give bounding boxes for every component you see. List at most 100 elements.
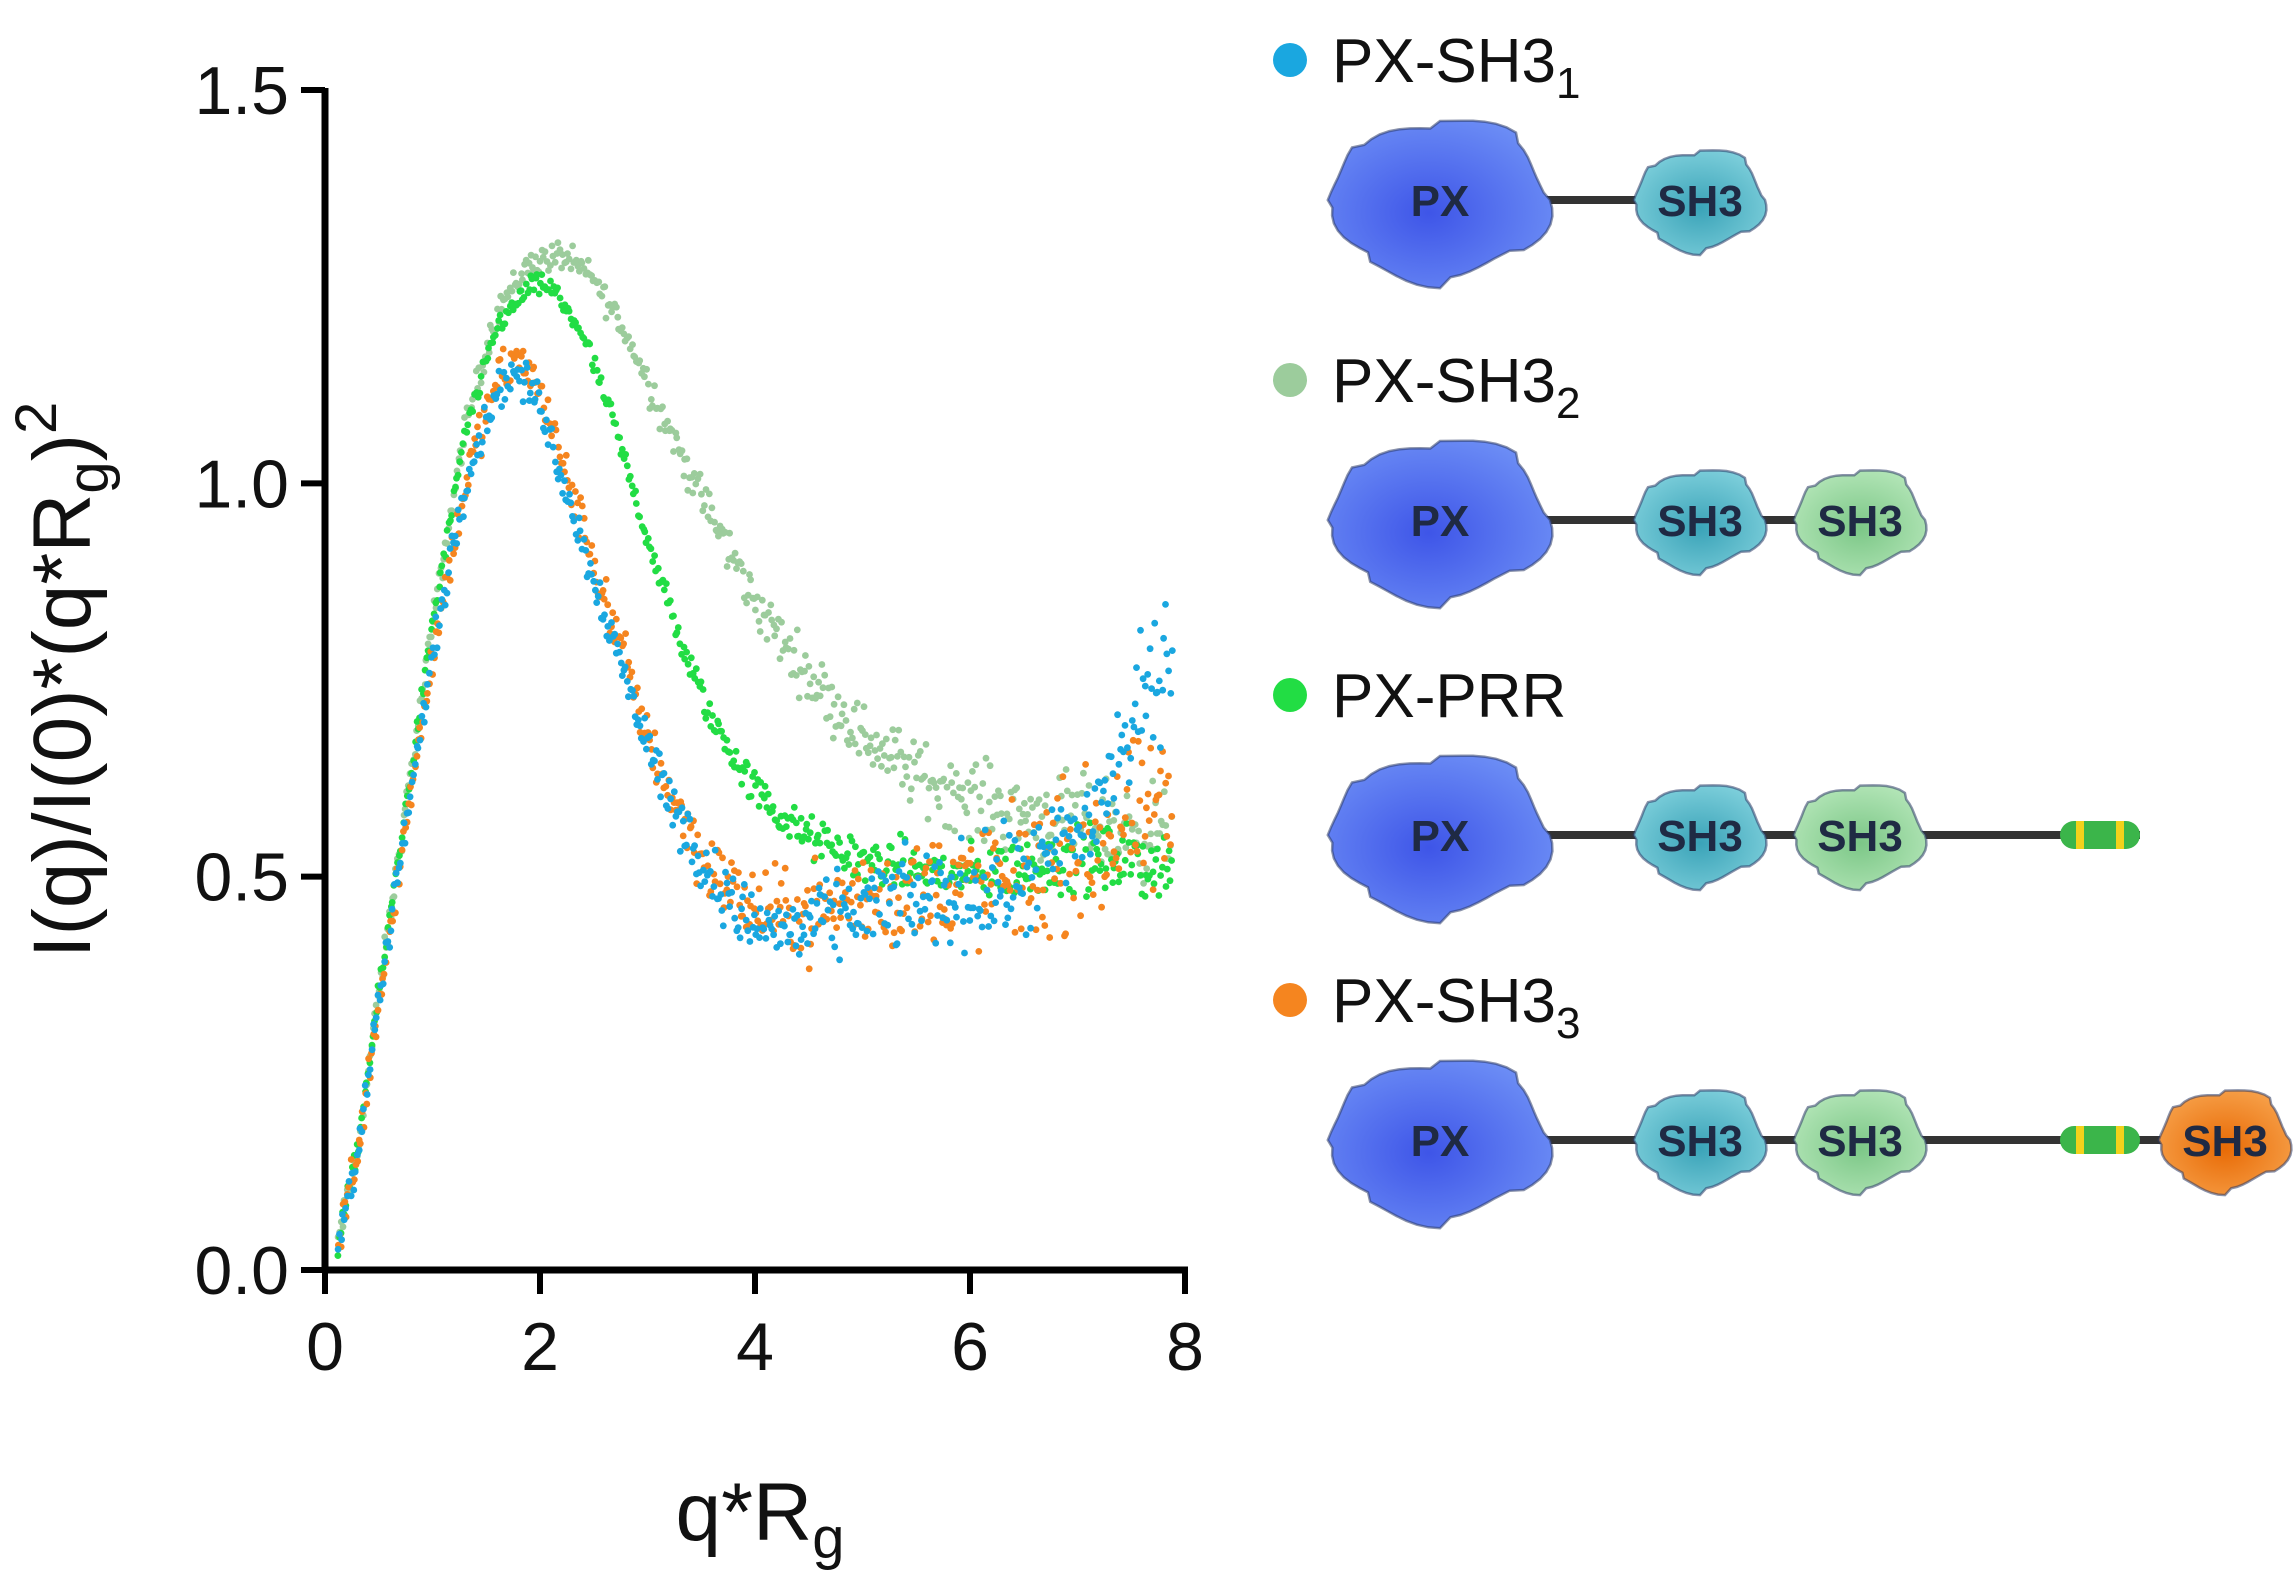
data-point [801, 667, 808, 675]
data-point [601, 611, 608, 619]
data-point [890, 764, 898, 772]
data-point [569, 242, 576, 250]
data-point [1002, 855, 1009, 863]
data-point [974, 862, 982, 869]
data-point [943, 783, 951, 791]
data-point [906, 797, 914, 804]
data-point [980, 837, 988, 845]
data-point [694, 852, 702, 860]
data-point [618, 445, 626, 453]
data-point [564, 250, 571, 257]
data-point [523, 364, 531, 371]
data-point [477, 450, 485, 458]
data-point [351, 1168, 359, 1176]
data-point [578, 259, 586, 267]
data-point [687, 823, 695, 830]
data-point [1027, 895, 1035, 902]
data-point [684, 660, 692, 668]
data-point [381, 953, 389, 961]
axes [321, 88, 1188, 1274]
data-point [1118, 825, 1126, 833]
data-point [543, 416, 550, 424]
data-point [935, 842, 943, 850]
data-point [1099, 839, 1107, 847]
data-point [407, 801, 415, 809]
data-point [794, 911, 801, 919]
data-point [1145, 817, 1153, 824]
data-point [998, 848, 1005, 855]
sh3-domain-2 [1792, 784, 1928, 892]
data-point [526, 389, 534, 397]
data-point [810, 885, 818, 893]
data-point [538, 271, 546, 278]
data-point [1131, 700, 1139, 708]
data-point [819, 820, 827, 828]
data-point [1139, 842, 1147, 850]
data-point [789, 906, 797, 913]
data-point [1086, 819, 1094, 827]
data-point [609, 609, 617, 617]
data-point [747, 792, 755, 800]
data-point [1043, 867, 1051, 875]
data-point [1135, 827, 1142, 835]
data-point [654, 776, 661, 783]
data-point [530, 286, 538, 294]
data-point [629, 687, 636, 694]
data-point [959, 784, 967, 792]
data-point [861, 933, 869, 940]
data-point [592, 586, 599, 594]
data-point [598, 292, 606, 300]
data-point [491, 331, 499, 339]
data-point [1112, 854, 1120, 862]
data-point [424, 640, 432, 648]
data-point [896, 909, 904, 917]
data-point [601, 283, 609, 291]
data-point [620, 640, 627, 648]
data-point [554, 284, 561, 292]
data-point [1143, 865, 1151, 872]
data-point [1168, 813, 1176, 820]
data-point [1059, 866, 1067, 874]
data-point [438, 596, 446, 603]
data-point [991, 793, 999, 800]
data-point [443, 527, 451, 534]
data-point [464, 481, 472, 489]
data-point [651, 382, 658, 390]
data-point [937, 869, 944, 877]
data-point [1107, 832, 1115, 840]
data-point [616, 648, 623, 656]
data-point [726, 903, 733, 910]
data-point [1049, 865, 1057, 873]
data-point [751, 911, 758, 919]
data-point [733, 565, 740, 572]
data-point [1141, 682, 1149, 690]
data-point [794, 896, 801, 903]
legend-marker [1273, 678, 1307, 712]
data-point [535, 389, 543, 396]
data-point [1005, 815, 1013, 823]
data-point [738, 905, 745, 913]
data-point [588, 542, 596, 549]
data-point [1030, 829, 1038, 837]
data-point [982, 908, 990, 915]
data-point [1133, 847, 1141, 855]
data-point [1141, 892, 1149, 900]
data-point [600, 595, 608, 603]
data-point [729, 875, 737, 883]
data-point [565, 307, 573, 315]
data-point [596, 579, 604, 586]
data-point [1029, 883, 1037, 890]
data-point [1165, 772, 1172, 780]
data-point [832, 852, 840, 859]
data-point [992, 899, 999, 906]
data-point [1011, 928, 1019, 936]
data-point [1037, 857, 1044, 864]
data-point [1063, 787, 1071, 795]
data-point [929, 877, 936, 885]
data-point [802, 902, 809, 910]
data-point [556, 465, 563, 473]
data-point [551, 258, 559, 266]
data-point [1028, 874, 1036, 881]
data-point [859, 859, 867, 866]
